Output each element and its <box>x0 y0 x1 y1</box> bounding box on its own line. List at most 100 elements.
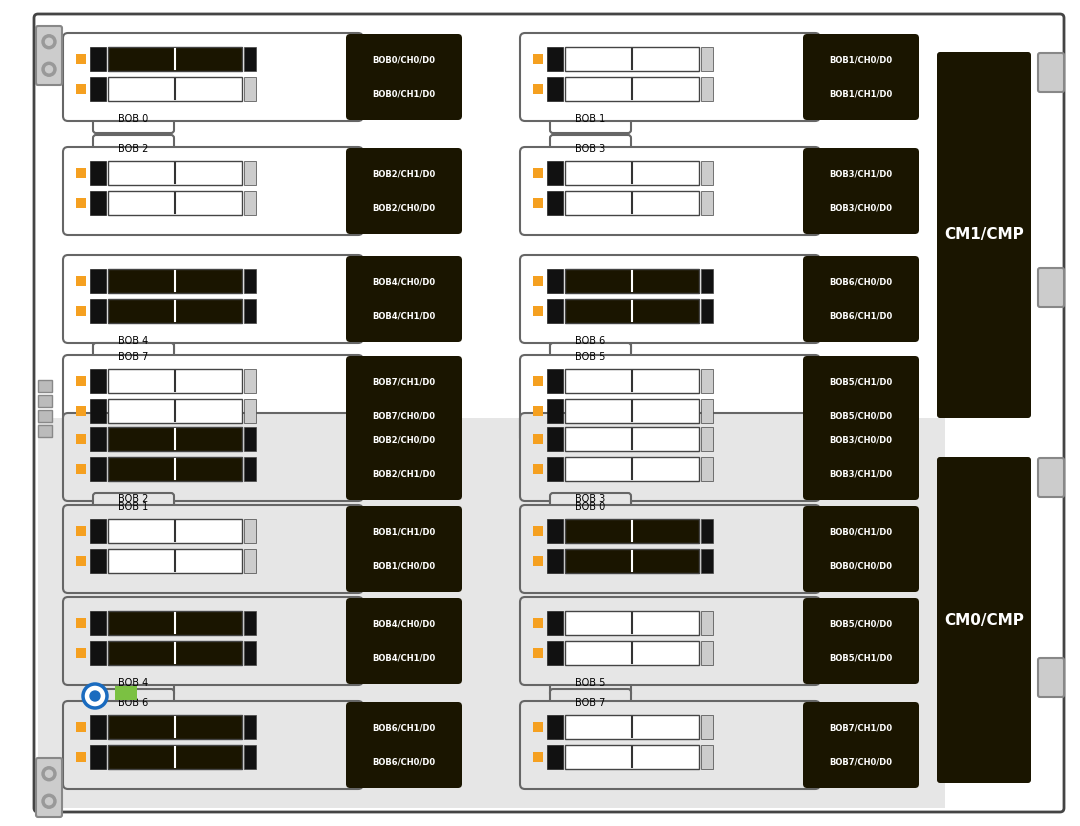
Bar <box>38 410 52 422</box>
Text: BOB 0: BOB 0 <box>119 114 149 124</box>
FancyBboxPatch shape <box>63 597 363 685</box>
Bar <box>244 457 256 481</box>
Circle shape <box>45 38 53 45</box>
Bar <box>108 715 242 739</box>
Bar <box>90 745 106 769</box>
Text: BOB6/CH1/D0: BOB6/CH1/D0 <box>373 724 435 733</box>
Bar <box>244 641 256 665</box>
Text: BOB4/CH1/D0: BOB4/CH1/D0 <box>373 311 435 320</box>
Bar <box>565 641 699 665</box>
Bar <box>108 519 242 543</box>
Bar <box>108 549 242 573</box>
Circle shape <box>45 771 53 777</box>
Bar <box>701 549 713 573</box>
FancyBboxPatch shape <box>519 33 820 121</box>
Bar <box>546 47 563 71</box>
FancyBboxPatch shape <box>1038 458 1064 497</box>
Bar <box>76 752 86 762</box>
FancyBboxPatch shape <box>550 135 631 163</box>
Bar <box>244 519 256 543</box>
FancyBboxPatch shape <box>93 327 174 355</box>
Bar <box>244 611 256 635</box>
Bar <box>546 427 563 451</box>
FancyBboxPatch shape <box>804 506 919 592</box>
Bar <box>546 399 563 423</box>
Text: BOB5/CH1/D0: BOB5/CH1/D0 <box>829 653 893 662</box>
Bar <box>244 77 256 101</box>
Bar <box>534 84 543 94</box>
Bar <box>90 457 106 481</box>
Text: BOB 4: BOB 4 <box>119 336 149 346</box>
FancyBboxPatch shape <box>550 327 631 355</box>
Text: BOB 1: BOB 1 <box>119 502 149 512</box>
Circle shape <box>42 35 56 49</box>
Bar <box>244 745 256 769</box>
FancyBboxPatch shape <box>519 355 820 443</box>
FancyBboxPatch shape <box>346 356 462 442</box>
Bar <box>565 191 699 215</box>
Bar <box>108 745 242 769</box>
Bar <box>701 299 713 323</box>
Bar <box>76 376 86 386</box>
Text: BOB1/CH1/D0: BOB1/CH1/D0 <box>829 90 893 98</box>
FancyBboxPatch shape <box>1038 268 1064 307</box>
FancyBboxPatch shape <box>519 147 820 235</box>
Bar <box>534 434 543 444</box>
Bar <box>534 618 543 628</box>
Bar <box>244 549 256 573</box>
Text: BOB6/CH0/D0: BOB6/CH0/D0 <box>829 278 892 287</box>
Text: BOB3/CH1/D0: BOB3/CH1/D0 <box>829 470 892 478</box>
Bar <box>701 191 713 215</box>
Text: BOB7/CH1/D0: BOB7/CH1/D0 <box>373 377 435 387</box>
Bar <box>76 526 86 536</box>
Bar <box>701 77 713 101</box>
FancyBboxPatch shape <box>93 493 174 521</box>
FancyBboxPatch shape <box>550 343 631 371</box>
Bar <box>108 299 242 323</box>
Bar <box>565 427 699 451</box>
Bar <box>90 519 106 543</box>
Text: BOB3/CH1/D0: BOB3/CH1/D0 <box>829 169 892 178</box>
FancyBboxPatch shape <box>804 34 919 120</box>
Bar <box>90 369 106 393</box>
Bar <box>244 47 256 71</box>
Bar <box>76 84 86 94</box>
Text: BOB 6: BOB 6 <box>576 336 606 346</box>
Bar <box>534 54 543 64</box>
Text: BOB3/CH0/D0: BOB3/CH0/D0 <box>829 204 892 212</box>
Text: BOB 3: BOB 3 <box>576 144 606 154</box>
Bar <box>565 519 699 543</box>
Text: BOB 6: BOB 6 <box>119 698 149 708</box>
Circle shape <box>45 798 53 805</box>
Bar <box>90 47 106 71</box>
FancyBboxPatch shape <box>346 34 462 120</box>
Bar <box>90 611 106 635</box>
FancyBboxPatch shape <box>63 255 363 343</box>
Bar <box>90 549 106 573</box>
FancyBboxPatch shape <box>550 485 631 513</box>
Text: BOB 2: BOB 2 <box>119 494 149 504</box>
Bar <box>565 399 699 423</box>
Text: BOB7/CH0/D0: BOB7/CH0/D0 <box>373 411 435 420</box>
Bar <box>244 269 256 293</box>
Bar <box>108 641 242 665</box>
Text: BOB6/CH1/D0: BOB6/CH1/D0 <box>829 311 893 320</box>
Circle shape <box>45 66 53 73</box>
FancyBboxPatch shape <box>804 256 919 342</box>
Bar <box>108 161 242 185</box>
Bar <box>108 457 242 481</box>
Bar <box>90 427 106 451</box>
FancyBboxPatch shape <box>93 343 174 371</box>
Bar <box>90 269 106 293</box>
FancyBboxPatch shape <box>63 701 363 789</box>
FancyBboxPatch shape <box>519 505 820 593</box>
Text: BOB5/CH1/D0: BOB5/CH1/D0 <box>829 377 893 387</box>
Bar <box>534 556 543 566</box>
Bar <box>534 406 543 416</box>
Bar <box>546 519 563 543</box>
Bar <box>546 611 563 635</box>
Text: BOB 3: BOB 3 <box>576 494 606 504</box>
Bar <box>90 641 106 665</box>
Bar <box>108 191 242 215</box>
FancyBboxPatch shape <box>63 147 363 235</box>
